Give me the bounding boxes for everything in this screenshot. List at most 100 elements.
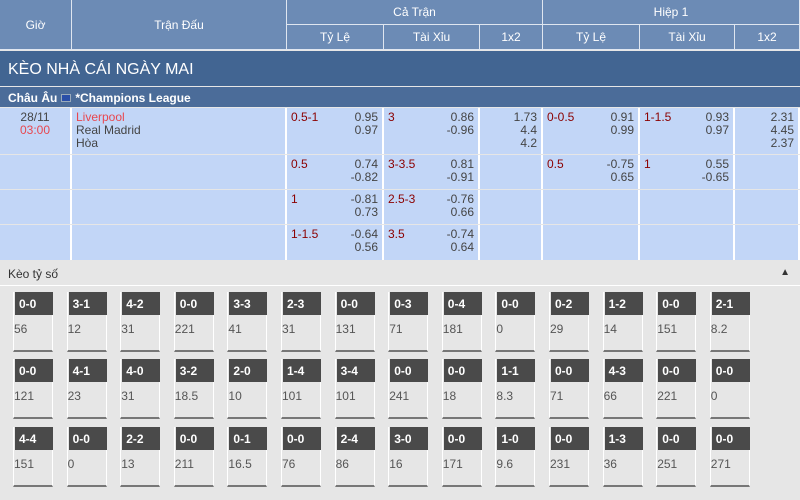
score-label: 1-3	[604, 427, 643, 450]
odds-cell: 0.5 0.74 -0.82	[287, 155, 384, 189]
score-tile[interactable]: 0-0 221	[173, 292, 214, 352]
score-tile[interactable]: 1-3 36	[602, 427, 643, 487]
score-tile[interactable]: 3-3 41	[227, 292, 268, 352]
score-tile[interactable]: 1-2 14	[602, 292, 643, 352]
score-tile[interactable]: 1-1 8.3	[495, 359, 536, 419]
score-odds: 131	[335, 322, 356, 336]
score-label: 0-0	[711, 359, 750, 382]
odds-cell: 2.5-3 -0.76 0.66	[384, 190, 480, 224]
odds-value[interactable]: 0.93	[705, 110, 729, 124]
1x2-odds[interactable]: 2.37	[770, 136, 794, 150]
score-tile[interactable]: 2-2 13	[120, 427, 161, 487]
odds-value[interactable]: -0.74	[446, 227, 474, 241]
odds-value[interactable]: 0.55	[705, 157, 729, 171]
odds-value[interactable]: 0.66	[450, 205, 474, 219]
score-tile[interactable]: 0-4 181	[441, 292, 482, 352]
1x2-odds[interactable]: 1.73	[513, 110, 537, 124]
score-tile[interactable]: 2-4 86	[334, 427, 375, 487]
line-value: 0-0.5	[547, 110, 575, 124]
score-tile[interactable]: 4-0 31	[120, 359, 161, 419]
odds-value[interactable]: -0.81	[350, 192, 378, 206]
odds-cell: 1-1.5 0.93 0.97	[640, 108, 735, 154]
score-tile[interactable]: 0-0 241	[388, 359, 429, 419]
home-team[interactable]: Liverpool	[76, 110, 125, 124]
score-tile[interactable]: 2-3 31	[281, 292, 321, 352]
odds-value[interactable]: -0.82	[350, 170, 378, 184]
odds-value[interactable]: 0.86	[450, 110, 474, 124]
odds-value[interactable]: 0.97	[354, 123, 378, 137]
score-tile[interactable]: 4-4 151	[13, 427, 53, 487]
score-label: 0-0	[497, 292, 536, 315]
score-tile[interactable]: 0-0 71	[549, 359, 589, 419]
score-tile[interactable]: 4-1 23	[66, 359, 107, 419]
odds-value[interactable]: -0.76	[446, 192, 474, 206]
score-tile[interactable]: 0-0 151	[656, 292, 697, 352]
score-tile[interactable]: 0-1 16.5	[227, 427, 268, 487]
away-team[interactable]: Real Madrid	[76, 123, 141, 137]
score-odds: 66	[603, 389, 617, 403]
score-tile[interactable]: 3-1 12	[66, 292, 107, 352]
odds-value[interactable]: -0.65	[701, 170, 729, 184]
odds-value[interactable]: 0.81	[450, 157, 474, 171]
odds-value[interactable]: 0.73	[354, 205, 378, 219]
score-tile[interactable]: 4-2 31	[120, 292, 161, 352]
odds-cell	[480, 155, 543, 189]
odds-value[interactable]: 0.64	[450, 240, 474, 254]
score-tile[interactable]: 0-0 251	[656, 427, 697, 487]
score-tile[interactable]: 1-4 101	[281, 359, 321, 419]
1x2-odds[interactable]: 4.4	[520, 123, 537, 137]
odds-value[interactable]: -0.75	[606, 157, 634, 171]
odds-value[interactable]: 0.56	[354, 240, 378, 254]
score-tile[interactable]: 0-0 231	[549, 427, 589, 487]
odds-value[interactable]: -0.64	[350, 227, 378, 241]
score-tile[interactable]: 0-0 56	[13, 292, 53, 352]
score-label: 4-0	[122, 359, 161, 382]
line-value: 3	[388, 110, 395, 124]
score-tile[interactable]: 4-3 66	[602, 359, 643, 419]
score-tile[interactable]: 0-0 271	[709, 427, 750, 487]
odds-value[interactable]: 0.65	[610, 170, 634, 184]
odds-value[interactable]: -0.96	[446, 123, 474, 137]
score-tile[interactable]: 0-0 121	[13, 359, 53, 419]
odds-value[interactable]: 0.97	[705, 123, 729, 137]
score-tile[interactable]: 0-0 171	[441, 427, 482, 487]
header-ft-handicap: Tỷ Lệ	[287, 25, 384, 50]
score-tile[interactable]: 0-0 76	[281, 427, 321, 487]
score-tile[interactable]: 3-0 16	[388, 427, 429, 487]
score-label: 4-1	[68, 359, 107, 382]
score-odds: 36	[603, 457, 617, 471]
score-label: 1-2	[604, 292, 643, 315]
odds-value[interactable]: 0.74	[354, 157, 378, 171]
odds-cell: 0.5-1 0.95 0.97	[287, 108, 384, 154]
score-tile[interactable]: 0-0 221	[656, 359, 697, 419]
score-tile[interactable]: 0-0 0	[66, 427, 107, 487]
correct-score-header[interactable]: Kèo tỷ số ▲	[0, 262, 800, 286]
score-tile[interactable]: 0-0 0	[709, 359, 750, 419]
score-tile[interactable]: 0-0 18	[441, 359, 482, 419]
score-tile[interactable]: 3-4 101	[334, 359, 375, 419]
odds-value[interactable]: 0.91	[610, 110, 634, 124]
score-tile[interactable]: 3-2 18.5	[173, 359, 214, 419]
league-row[interactable]: Châu Âu *Champions League	[0, 87, 800, 107]
score-tile[interactable]: 2-1 8.2	[709, 292, 750, 352]
score-label: 4-4	[15, 427, 53, 450]
score-tile[interactable]: 0-0 131	[334, 292, 375, 352]
score-tile[interactable]: 2-0 10	[227, 359, 268, 419]
score-odds: 31	[121, 389, 135, 403]
odds-value[interactable]: 0.99	[610, 123, 634, 137]
odds-cell: 0.5 -0.75 0.65	[543, 155, 640, 189]
score-label: 0-0	[711, 427, 750, 450]
1x2-odds[interactable]: 4.2	[520, 136, 537, 150]
1x2-odds[interactable]: 2.31	[770, 110, 794, 124]
score-tile[interactable]: 0-0 211	[173, 427, 214, 487]
odds-value[interactable]: 0.95	[354, 110, 378, 124]
line-value: 1	[644, 157, 651, 171]
caret-up-icon[interactable]: ▲	[780, 267, 790, 278]
score-tile[interactable]: 0-2 29	[549, 292, 589, 352]
score-tile[interactable]: 1-0 9.6	[495, 427, 536, 487]
odds-value[interactable]: -0.91	[446, 170, 474, 184]
score-tile[interactable]: 0-3 71	[388, 292, 429, 352]
score-tile[interactable]: 0-0 0	[495, 292, 536, 352]
score-label: 0-2	[551, 292, 589, 315]
1x2-odds[interactable]: 4.45	[770, 123, 794, 137]
